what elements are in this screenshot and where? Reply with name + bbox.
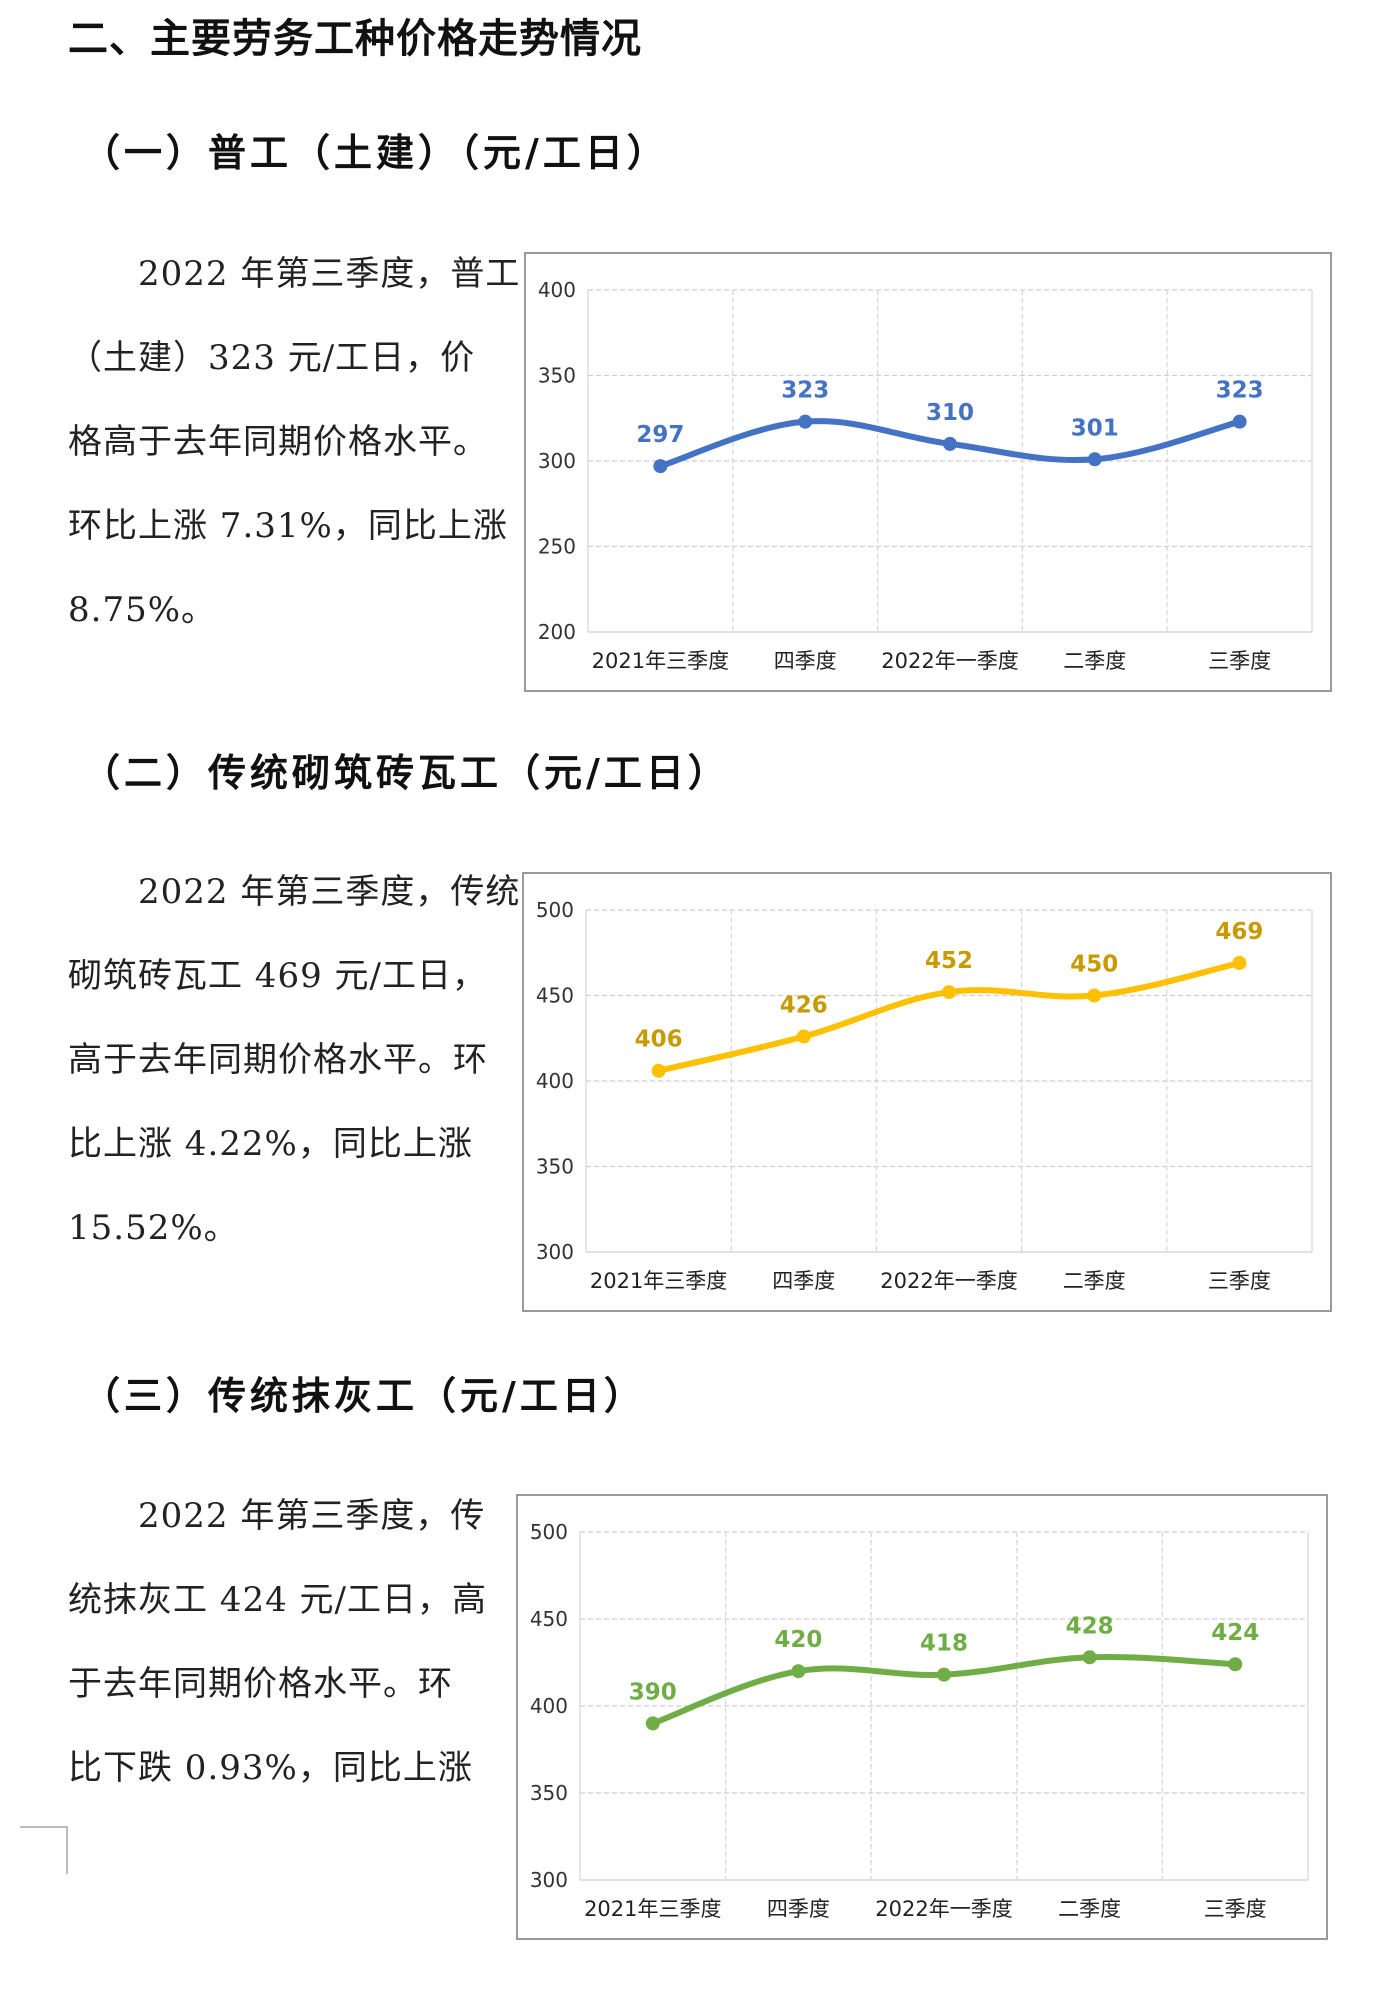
data-label: 297 — [636, 422, 684, 448]
data-point — [1087, 452, 1102, 467]
data-point — [653, 459, 668, 474]
data-label: 424 — [1211, 1620, 1259, 1646]
section-heading-1: （一）普工（土建）（元/工日） — [82, 130, 669, 175]
y-tick-label: 500 — [536, 898, 574, 922]
line-chart-plasterer: 300 350 400 450 500 2021年三季度 四季度 2022年一季度 二季度 三季度… — [530, 1520, 1309, 1921]
paragraph-line: 15.52%。 — [68, 1208, 239, 1248]
y-tick-label: 450 — [536, 984, 574, 1008]
data-point — [791, 1664, 806, 1679]
paragraph-line: 比上涨 4.22%，同比上涨 — [68, 1124, 473, 1164]
line-chart-bricklayer: 300 350 400 450 500 2021年三季度 四季度 2022年一季度 二季度 三季度… — [536, 898, 1313, 1293]
chart-frame-1: 200 250 300 350 400 2021年三季度 四季度 2022年一季度 二季度 三季度… — [524, 252, 1332, 692]
y-tick-label: 350 — [538, 364, 576, 388]
y-tick-label: 200 — [538, 620, 576, 644]
series-line — [655, 960, 1243, 1074]
page-corner-mark — [20, 1826, 68, 1874]
paragraph-line: 高于去年同期价格水平。环 — [68, 1040, 488, 1080]
paragraph-line: 环比上涨 7.31%，同比上涨 — [68, 506, 508, 546]
data-point — [645, 1716, 660, 1731]
y-tick-label: 500 — [530, 1520, 568, 1544]
section-paragraph-2: 2022 年第三季度，传统 砌筑砖瓦工 469 元/工日， 高于去年同期价格水平… — [68, 850, 521, 1270]
x-tick-label: 2021年三季度 — [584, 1897, 721, 1921]
data-point — [937, 1667, 951, 1682]
y-tick-label: 300 — [530, 1868, 568, 1892]
chart-frame-3: 300 350 400 450 500 2021年三季度 四季度 2022年一季度 二季度 三季度… — [516, 1494, 1328, 1940]
data-point — [1228, 1657, 1243, 1672]
y-tick-label: 400 — [538, 278, 576, 302]
paragraph-line: 格高于去年同期价格水平。 — [68, 422, 488, 462]
y-tick-label: 400 — [530, 1694, 568, 1718]
series-line — [649, 1654, 1239, 1727]
x-tick-label: 2022年一季度 — [881, 649, 1018, 673]
y-tick-label: 300 — [538, 449, 576, 473]
y-tick-label: 250 — [538, 535, 576, 559]
paragraph-line: 2022 年第三季度，普工 — [68, 254, 521, 294]
paragraph-line: 于去年同期价格水平。环 — [68, 1664, 453, 1704]
data-point — [796, 1029, 811, 1044]
x-tick-label: 四季度 — [767, 1897, 830, 1921]
data-point — [798, 414, 813, 429]
x-tick-label: 四季度 — [772, 1269, 835, 1293]
data-point — [1087, 988, 1102, 1003]
data-label: 390 — [629, 1679, 677, 1705]
section-paragraph-1: 2022 年第三季度，普工 （土建）323 元/工日，价 格高于去年同期价格水平… — [68, 232, 521, 652]
data-label: 301 — [1071, 415, 1119, 441]
paragraph-line: 2022 年第三季度，传统 — [68, 872, 521, 912]
paragraph-line: 比下跌 0.93%，同比上涨 — [68, 1748, 473, 1788]
x-tick-label: 2021年三季度 — [592, 649, 729, 673]
paragraph-line: 砌筑砖瓦工 469 元/工日， — [68, 956, 487, 996]
y-tick-label: 350 — [536, 1155, 574, 1179]
data-point — [943, 436, 957, 451]
x-tick-label: 二季度 — [1063, 1269, 1126, 1293]
x-tick-label: 2021年三季度 — [590, 1269, 727, 1293]
paragraph-line: 8.75%。 — [68, 590, 217, 630]
data-point — [1232, 414, 1247, 429]
paragraph-line: （土建）323 元/工日，价 — [68, 338, 476, 378]
line-chart-general-laborer: 200 250 300 350 400 2021年三季度 四季度 2022年一季度 二季度 三季度… — [538, 278, 1313, 673]
section-paragraph-3: 2022 年第三季度，传 统抹灰工 424 元/工日，高 于去年同期价格水平。环… — [68, 1474, 508, 1810]
data-label: 323 — [1216, 378, 1264, 404]
data-point — [942, 985, 956, 1000]
y-tick-label: 350 — [530, 1781, 568, 1805]
data-label: 323 — [781, 378, 829, 404]
x-tick-label: 2022年一季度 — [880, 1269, 1017, 1293]
data-point — [1082, 1650, 1097, 1665]
paragraph-line: 2022 年第三季度，传 — [68, 1496, 486, 1536]
x-tick-label: 四季度 — [774, 649, 837, 673]
x-tick-label: 三季度 — [1208, 1269, 1271, 1293]
data-label: 406 — [635, 1027, 683, 1053]
data-point — [1232, 956, 1247, 971]
data-label: 469 — [1215, 919, 1263, 945]
paragraph-line: 统抹灰工 424 元/工日，高 — [68, 1580, 487, 1620]
data-label: 428 — [1066, 1613, 1114, 1639]
x-tick-label: 三季度 — [1204, 1897, 1267, 1921]
data-label: 420 — [774, 1627, 822, 1653]
x-tick-label: 2022年一季度 — [875, 1897, 1012, 1921]
y-tick-label: 450 — [530, 1607, 568, 1631]
data-label: 426 — [780, 993, 828, 1019]
x-tick-label: 二季度 — [1063, 649, 1126, 673]
page-title: 二、主要劳务工种价格走势情况 — [68, 16, 642, 62]
x-tick-label: 二季度 — [1058, 1897, 1121, 1921]
data-label: 418 — [920, 1631, 968, 1657]
y-tick-label: 300 — [536, 1240, 574, 1264]
y-tick-label: 400 — [536, 1069, 574, 1093]
chart-frame-2: 300 350 400 450 500 2021年三季度 四季度 2022年一季度 二季度 三季度… — [522, 872, 1332, 1312]
section-heading-3: （三）传统抹灰工（元/工日） — [82, 1373, 646, 1418]
section-heading-2: （二）传统砌筑砖瓦工（元/工日） — [82, 750, 730, 795]
data-label: 310 — [926, 400, 974, 426]
data-label: 450 — [1070, 952, 1118, 978]
data-label: 452 — [925, 948, 973, 974]
x-tick-label: 三季度 — [1208, 649, 1271, 673]
data-point — [651, 1063, 666, 1078]
